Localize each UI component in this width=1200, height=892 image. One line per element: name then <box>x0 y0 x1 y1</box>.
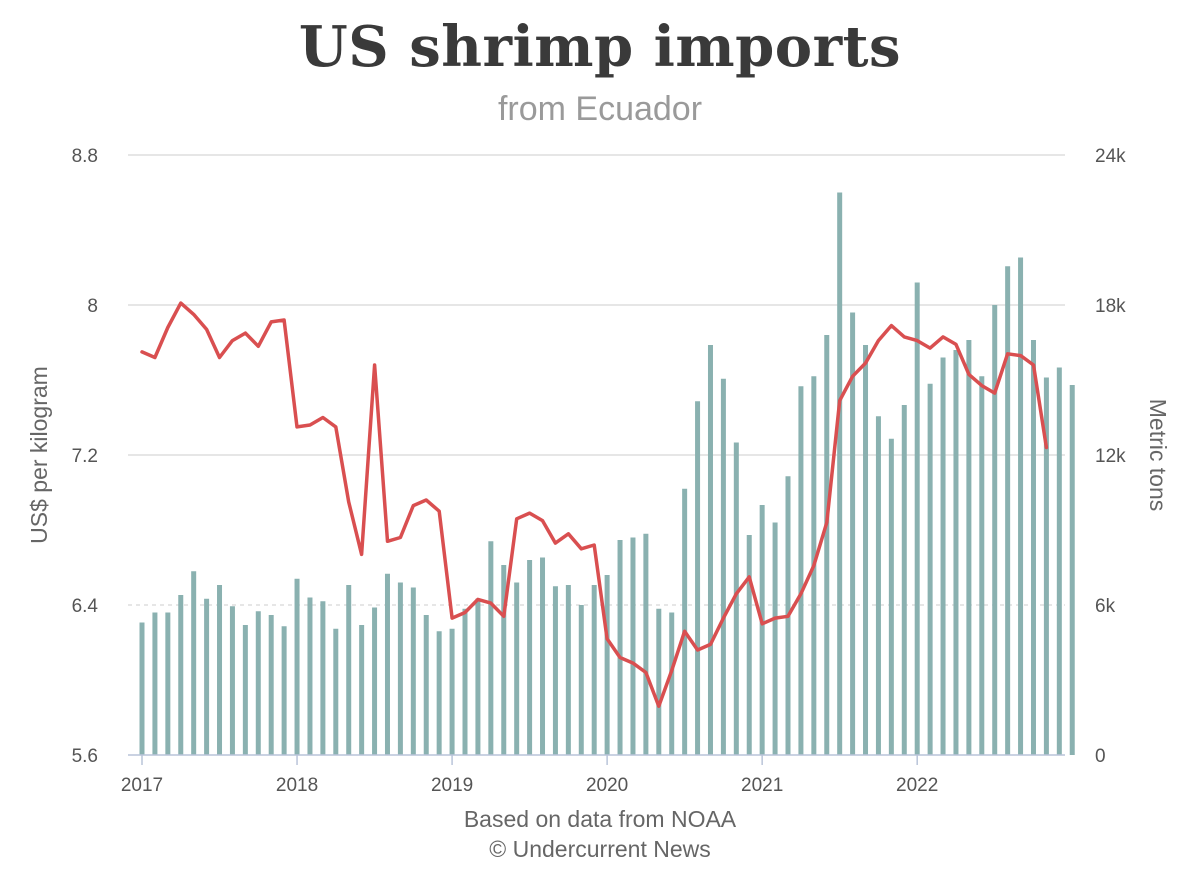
line-series <box>140 301 1049 708</box>
y-axis-right-label: Metric tons <box>1145 399 1171 511</box>
bar <box>979 376 985 755</box>
bar <box>1018 257 1024 755</box>
bar <box>617 540 623 755</box>
bar <box>204 598 210 755</box>
grid-lines <box>128 154 1065 606</box>
bar <box>875 416 881 755</box>
y-axis-left-label: US$ per kilogram <box>26 366 52 544</box>
bar <box>656 608 662 755</box>
bar <box>953 350 959 755</box>
y-right-tick-label: 24k <box>1095 146 1126 167</box>
x-tick-label: 2017 <box>121 775 163 796</box>
bar <box>229 606 235 755</box>
bar <box>423 615 429 755</box>
copyright-note: © Undercurrent News <box>489 836 711 862</box>
bar <box>630 537 636 755</box>
x-tick-label: 2022 <box>896 775 938 796</box>
x-tick-label: 2018 <box>276 775 318 796</box>
bar <box>669 612 675 755</box>
bar <box>565 585 571 755</box>
y-left-tick-label: 6.4 <box>72 596 99 617</box>
bar <box>1043 377 1049 755</box>
bar <box>604 575 610 755</box>
bar <box>410 587 416 755</box>
bar <box>1005 266 1011 755</box>
bar <box>255 611 261 755</box>
bar <box>863 345 869 755</box>
bar <box>837 192 843 755</box>
bar <box>320 601 326 755</box>
y-right-tick-label: 6k <box>1095 596 1116 617</box>
bar <box>591 585 597 755</box>
bar <box>397 582 403 755</box>
bar <box>242 625 248 755</box>
bar <box>294 578 300 755</box>
bar <box>372 607 378 755</box>
bar <box>1056 367 1062 755</box>
bar <box>333 628 339 755</box>
bar <box>746 535 752 755</box>
x-tick-label: 2019 <box>431 775 473 796</box>
bar <box>578 605 584 755</box>
bar <box>695 401 701 755</box>
bar <box>346 585 352 755</box>
bar <box>139 622 145 755</box>
bar <box>540 557 546 755</box>
y-right-tick-label: 12k <box>1095 446 1126 467</box>
bar <box>733 442 739 755</box>
bar <box>165 612 171 755</box>
bar <box>191 571 197 755</box>
bar <box>914 282 920 755</box>
bar <box>966 340 972 755</box>
bar <box>1030 340 1036 755</box>
bar <box>772 522 778 755</box>
y-left-tick-label: 8.8 <box>72 146 98 167</box>
bar <box>888 438 894 755</box>
bar <box>927 383 933 755</box>
bar <box>281 626 287 755</box>
bar <box>707 345 713 755</box>
chart-title: US shrimp imports <box>298 14 902 80</box>
bar <box>475 598 481 755</box>
bar <box>307 597 313 755</box>
bar <box>824 335 830 755</box>
bar <box>488 541 494 755</box>
bar <box>152 612 158 755</box>
bar <box>850 312 856 755</box>
bar-series <box>139 192 1075 755</box>
bar <box>940 357 946 755</box>
bar <box>449 628 455 755</box>
price-line <box>140 301 1049 708</box>
y-left-tick-label: 8 <box>87 296 98 317</box>
bar <box>436 631 442 755</box>
bar <box>682 488 688 755</box>
bar <box>462 608 468 755</box>
axes: 5.6 6.4 7.2 8 8.8 0 6k 12k 18k 24k 2017 2018 2019 202… <box>72 146 1127 796</box>
y-left-tick-label: 7.2 <box>72 446 98 467</box>
bar <box>1069 385 1075 755</box>
chart-subtitle: from Ecuador <box>497 90 703 128</box>
bar <box>643 533 649 755</box>
bar <box>178 595 184 755</box>
bar <box>759 505 765 755</box>
x-tick-label: 2020 <box>586 775 628 796</box>
bar <box>217 585 223 755</box>
bar <box>720 378 726 755</box>
bar <box>384 573 390 755</box>
bar <box>552 586 558 755</box>
bar <box>901 405 907 755</box>
bar <box>268 615 274 755</box>
bar <box>359 625 365 755</box>
bar <box>992 305 998 755</box>
x-tick-label: 2021 <box>741 775 783 796</box>
bar <box>501 565 507 755</box>
y-left-tick-label: 5.6 <box>72 746 98 767</box>
bar <box>527 560 533 755</box>
source-note: Based on data from NOAA <box>463 806 737 832</box>
y-right-tick-label: 0 <box>1095 746 1106 767</box>
bar <box>798 386 804 755</box>
bar <box>514 582 520 755</box>
y-right-tick-label: 18k <box>1095 296 1126 317</box>
